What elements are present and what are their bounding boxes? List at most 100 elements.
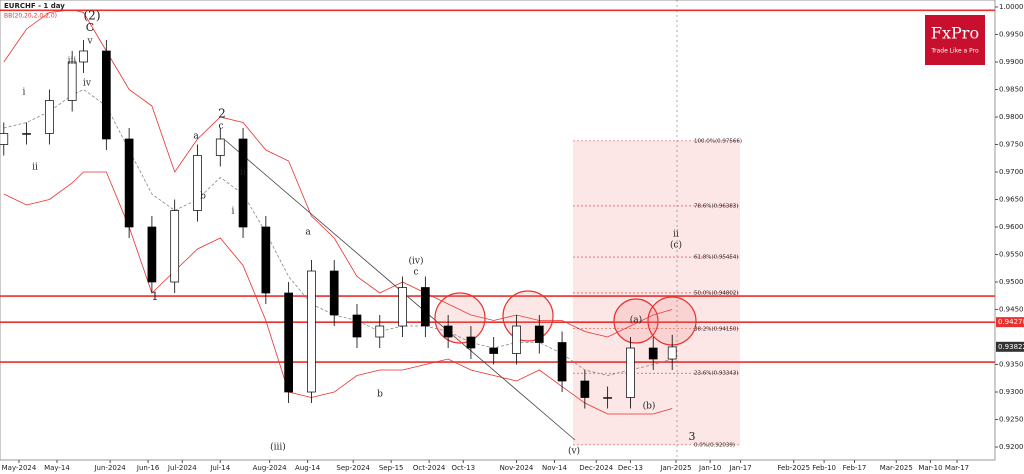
x-tick-label: Dec-13 [618, 464, 643, 472]
x-tick-label: Oct-2024 [413, 464, 446, 472]
wave-label: ii [32, 163, 38, 173]
fib-label: 38.2%(0.94150) [694, 326, 739, 332]
x-tick-label: Jul-14 [209, 464, 230, 472]
candle-body [147, 226, 157, 283]
x-tick-label: Jan-2025 [659, 464, 691, 472]
wave-label: a [193, 132, 199, 142]
x-tick-label: Sep-2024 [336, 464, 370, 472]
candle-body [67, 61, 77, 101]
indicator-label: BB(20,20,2,0,2,0) [4, 13, 57, 20]
chart-title: EURCHF - 1 day [4, 2, 65, 10]
circle [502, 290, 554, 342]
wave-label: C [86, 21, 94, 34]
x-tick-label: Aug-14 [295, 464, 321, 472]
wave-label: b [200, 192, 206, 202]
wave-label: (v) [568, 446, 580, 457]
fib-label: 61.8%(0.95454) [694, 255, 739, 261]
fib-label: 78.6%(0.96383) [694, 203, 739, 209]
fib-label: 50.0%(0.94802) [694, 290, 739, 296]
candle-body [466, 336, 476, 349]
wave-label: (c) [670, 240, 682, 251]
x-tick-label: Jan-17 [728, 464, 751, 472]
candle-body [352, 314, 362, 338]
candle-body [626, 347, 635, 398]
logo-box [925, 15, 985, 65]
x-tick-label: Sep-15 [379, 464, 404, 472]
wave-label: (2) [84, 9, 101, 23]
x-tick-label: Feb-10 [812, 464, 836, 472]
x-tick-label: Nov-2024 [500, 464, 534, 472]
candle-body [489, 347, 499, 354]
fib-label: 100.0%(0.97566) [694, 138, 742, 144]
candle-body [215, 138, 225, 156]
candle-body [398, 287, 407, 327]
wave-label: a [305, 228, 311, 238]
x-tick-label: Nov-14 [542, 464, 567, 472]
x-tick-label: Feb-17 [843, 464, 867, 472]
candle-body [261, 226, 271, 294]
wave-label: (iv) [409, 256, 424, 267]
x-tick-label: May-2024 [2, 464, 37, 472]
fib-label: 0.0%(0.92039) [694, 442, 735, 448]
wave-labels: (2) C v iii iv i ii 1 2 c a b ii i (iii)… [23, 9, 696, 457]
wave-label: i [232, 207, 235, 217]
candle-body [101, 50, 111, 140]
x-tick-label: May-14 [44, 464, 70, 472]
candle-body [193, 155, 202, 211]
wave-label: i [23, 88, 26, 98]
candle-body [79, 50, 88, 63]
candle-body [45, 100, 54, 134]
wave-label: ii [240, 168, 246, 178]
x-tick-label: Jun-16 [136, 464, 160, 472]
fib-label: 23.6%(0.93343) [694, 371, 739, 377]
y-tick-label: 0.92000 [999, 443, 1024, 451]
wave-label: b [377, 390, 383, 400]
candle-body [375, 325, 385, 338]
candle-body [580, 380, 590, 398]
circle [613, 298, 659, 344]
wave-label: iii [68, 57, 77, 67]
candle-body [512, 325, 521, 354]
wave-label: ii [673, 230, 679, 240]
wave-label: (iii) [270, 442, 286, 453]
candle-body [124, 138, 134, 228]
x-tick-label: Dec-2024 [579, 464, 613, 472]
candle-body [0, 133, 9, 145]
wave-label: v [86, 37, 93, 47]
wave-label: 3 [689, 430, 696, 443]
wave-label: (b) [643, 401, 656, 412]
candle-body [648, 347, 658, 360]
x-tick-label: Jul-2024 [167, 464, 197, 472]
x-tick-label: Jan-10 [698, 464, 721, 472]
price-label-box [996, 317, 1024, 328]
x-tick-label: Aug-2024 [253, 464, 288, 472]
x-tick-label: Feb-2025 [777, 464, 810, 472]
circle [434, 292, 486, 344]
price-label: 0.93822 [998, 343, 1024, 351]
x-tick-label: Mar-2025 [880, 464, 913, 472]
wave-label: c [413, 268, 418, 278]
candle-body [667, 346, 677, 360]
candle-body [170, 210, 180, 283]
x-tick-label: Mar-17 [945, 464, 969, 472]
wave-label: 2 [218, 107, 226, 121]
candle-body [238, 138, 248, 228]
candle-body [329, 270, 339, 316]
plot-frame [0, 0, 996, 461]
wave-label: c [218, 122, 223, 132]
